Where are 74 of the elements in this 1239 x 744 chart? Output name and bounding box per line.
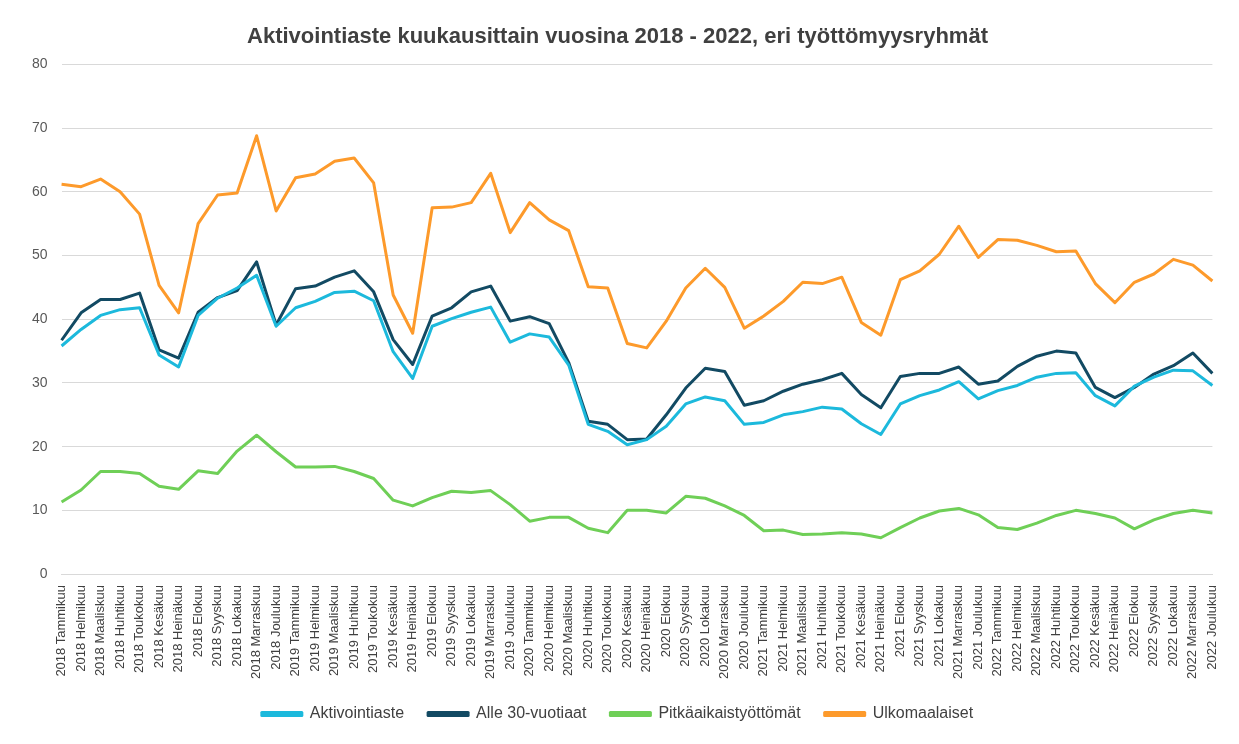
y-tick-label: 40 [31,310,48,327]
x-tick-label: 2021 Marraskuu [950,585,966,680]
x-tick-label: 2018 Kesäkuu [150,585,166,669]
y-tick-label: 50 [31,246,48,263]
x-tick-label: 2022 Toukokuu [1067,585,1083,674]
x-tick-label: 2021 Elokuu [891,585,907,658]
x-tick-label: 2018 Marraskuu [248,585,264,680]
x-tick-label: 2018 Maaliskuu [92,585,108,677]
x-tick-label: 2018 Heinäkuu [170,585,186,673]
x-tick-label: 2019 Heinäkuu [404,585,420,673]
y-tick-label: 70 [31,118,48,135]
x-tick-label: 2020 Lokakuu [696,585,712,667]
x-tick-label: 2022 Marraskuu [1184,585,1200,680]
x-tick-label: 2018 Toukokuu [131,585,147,674]
x-tick-label: 2022 Tammikuu [989,585,1005,677]
x-tick-label: 2022 Elokuu [1125,585,1141,658]
x-tick-label: 2019 Helmikuu [306,585,322,672]
x-tick-label: 2020 Elokuu [657,585,673,658]
x-tick-label: 2022 Joulukuu [1203,585,1219,670]
legend-label: Alle 30-vuotiaat [476,704,587,722]
x-tick-label: 2021 Heinäkuu [872,585,888,673]
x-tick-label: 2019 Joulukuu [501,585,517,670]
x-tick-label: 2022 Kesäkuu [1086,585,1102,669]
x-tick-label: 2019 Syyskuu [443,585,459,667]
legend-label: Pitkäaikaistyöttömät [658,704,802,722]
x-tick-label: 2020 Huhtikuu [579,585,595,669]
x-tick-label: 2022 Lokakuu [1164,585,1180,667]
x-tick-label: 2020 Heinäkuu [638,585,654,673]
x-tick-label: 2019 Maaliskuu [326,585,342,677]
x-tick-label: 2022 Heinäkuu [1106,585,1122,673]
x-tick-label: 2019 Elokuu [423,585,439,658]
x-tick-label: 2019 Kesäkuu [384,585,400,669]
x-tick-label: 2020 Marraskuu [716,585,732,680]
x-tick-label: 2019 Tammikuu [287,585,303,677]
x-tick-label: 2021 Helmikuu [774,585,790,672]
x-tick-label: 2021 Joulukuu [969,585,985,670]
x-tick-label: 2020 Joulukuu [735,585,751,670]
y-tick-label: 10 [31,501,48,518]
y-tick-label: 0 [39,564,48,581]
x-tick-label: 2019 Toukokuu [365,585,381,674]
x-tick-label: 2021 Maaliskuu [794,585,810,677]
x-tick-label: 2022 Syyskuu [1145,585,1161,667]
y-tick-label: 60 [31,182,48,199]
legend-label: Ulkomaalaiset [872,704,974,722]
x-tick-label: 2018 Helmikuu [72,585,88,672]
x-tick-label: 2018 Tammikuu [53,585,69,677]
x-tick-label: 2020 Helmikuu [540,585,556,672]
x-tick-label: 2022 Maaliskuu [1028,585,1044,677]
chart-title: Aktivointiaste kuukausittain vuosina 2018 - 2022, eri työttömyysryhmät [247,23,989,49]
x-tick-label: 2020 Toukokuu [599,585,615,674]
y-tick-label: 80 [31,55,48,72]
x-tick-label: 2018 Huhtikuu [111,585,127,669]
legend-label: Aktivointiaste [309,704,405,722]
x-tick-label: 2020 Tammikuu [521,585,537,677]
x-tick-label: 2020 Kesäkuu [618,585,634,669]
x-tick-label: 2018 Elokuu [189,585,205,658]
x-tick-label: 2018 Syyskuu [209,585,225,667]
x-tick-label: 2021 Syyskuu [911,585,927,667]
x-tick-label: 2018 Joulukuu [267,585,283,670]
x-tick-label: 2022 Huhtikuu [1047,585,1063,669]
x-tick-label: 2020 Syyskuu [677,585,693,667]
x-tick-label: 2021 Huhtikuu [813,585,829,669]
y-tick-label: 20 [31,437,48,454]
x-tick-label: 2019 Huhtikuu [345,585,361,669]
x-tick-label: 2019 Marraskuu [482,585,498,680]
x-tick-label: 2021 Tammikuu [755,585,771,677]
x-tick-label: 2021 Lokakuu [930,585,946,667]
y-tick-label: 30 [31,373,48,390]
x-tick-label: 2019 Lokakuu [462,585,478,667]
x-tick-label: 2020 Maaliskuu [560,585,576,677]
x-tick-label: 2022 Helmikuu [1008,585,1024,672]
x-tick-label: 2018 Lokakuu [228,585,244,667]
x-tick-label: 2021 Toukokuu [833,585,849,674]
x-tick-label: 2021 Kesäkuu [852,585,868,669]
